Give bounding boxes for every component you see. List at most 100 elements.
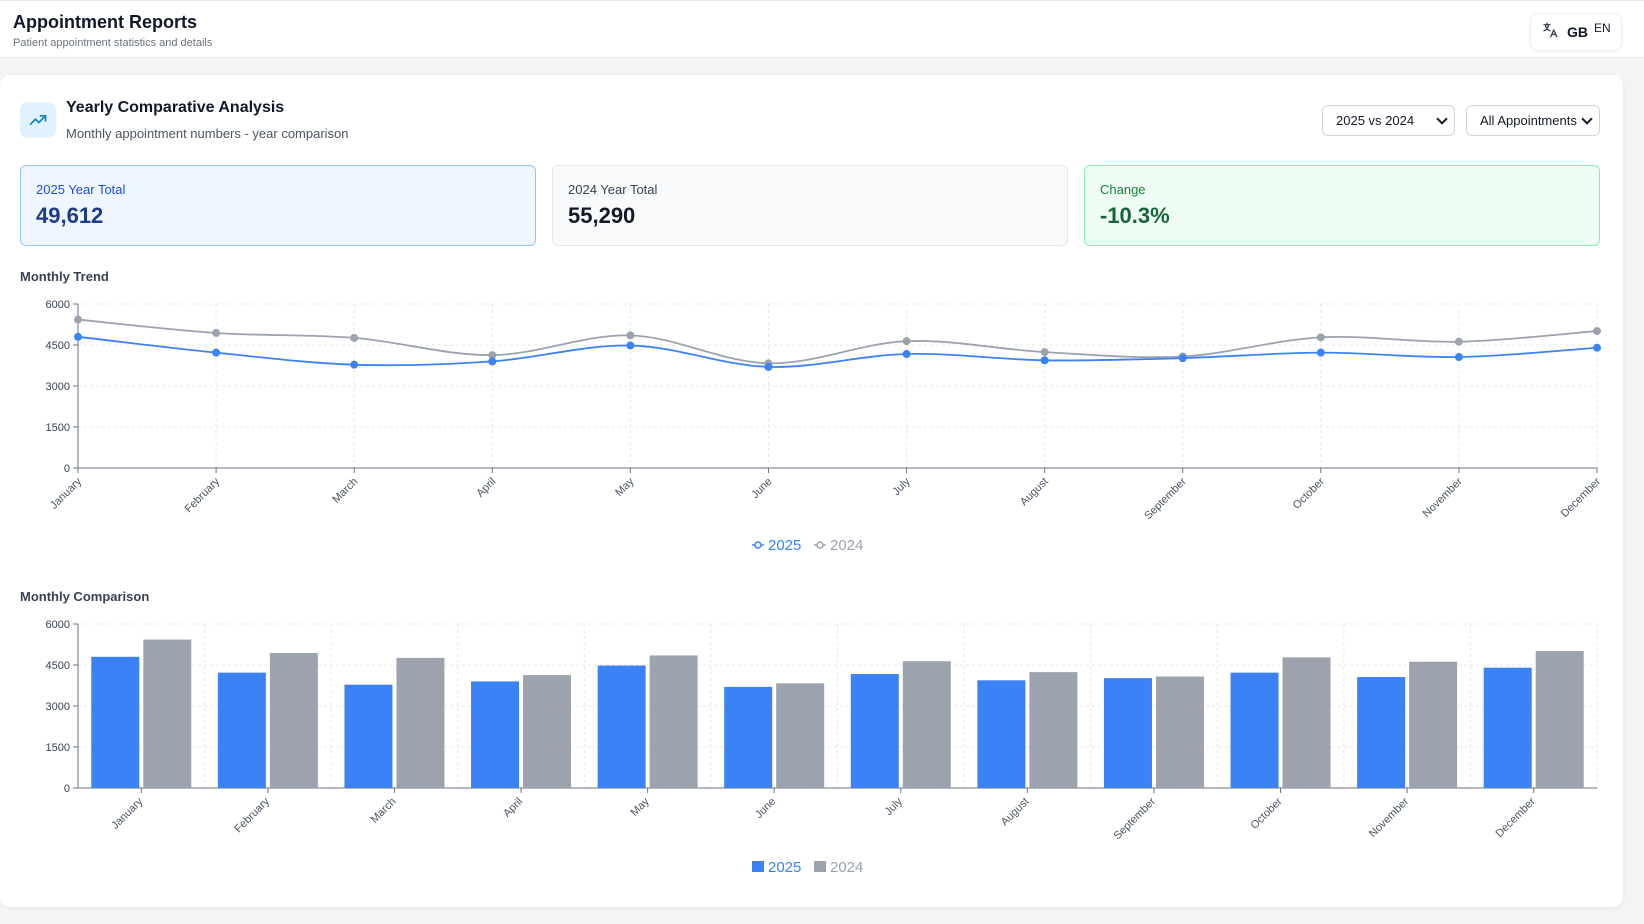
stat-card-2024: 2024 Year Total 55,290 (552, 165, 1068, 246)
bar-2024 (1409, 661, 1458, 788)
data-point-2024 (350, 333, 359, 342)
x-tick-label: February (232, 795, 272, 835)
page-title: Appointment Reports (13, 12, 197, 32)
series-line-2025 (77, 335, 1598, 368)
data-point-2025 (626, 341, 635, 350)
x-tick-label: October (1249, 795, 1285, 831)
data-point-2025 (1178, 354, 1187, 363)
stat-card-change: Change -10.3% (1084, 165, 1600, 246)
trending-up-icon (20, 102, 56, 138)
x-tick-label: December (1493, 795, 1538, 840)
bar-2025 (597, 665, 646, 788)
y-tick-label: 4500 (46, 340, 70, 352)
line-chart-title: Monthly Trend (20, 269, 109, 284)
x-tick-label: October (1291, 475, 1327, 511)
data-point-2024 (1316, 333, 1325, 342)
year-comparison-select[interactable]: 2025 vs 2024 (1322, 105, 1455, 136)
legend-label: 2025 (768, 859, 801, 876)
data-point-2024 (212, 328, 221, 337)
x-tick-label: May (613, 475, 637, 499)
x-tick-label: August (1018, 476, 1051, 509)
analysis-subtitle: Monthly appointment numbers - year compa… (66, 126, 349, 141)
bar-2024 (1029, 672, 1078, 788)
x-tick-label: September (1112, 795, 1159, 842)
language-code: EN (1594, 21, 1611, 35)
x-tick-label: July (883, 795, 906, 818)
stat-label: Change (1100, 182, 1146, 197)
x-tick-label: June (749, 476, 774, 501)
stat-value: -10.3% (1100, 203, 1170, 228)
bar-2024 (523, 675, 572, 788)
data-point-2025 (1593, 343, 1601, 352)
data-point-2025 (1316, 348, 1325, 357)
y-tick-label: 6000 (46, 619, 70, 631)
language-switcher[interactable]: GB EN (1530, 13, 1622, 51)
data-point-2024 (902, 337, 911, 346)
page-subtitle: Patient appointment statistics and detai… (13, 37, 213, 49)
legend-swatch (752, 861, 764, 872)
data-point-2024 (1454, 337, 1463, 346)
bar-2024 (269, 652, 318, 788)
monthly-trend-chart: 0 1500 3000 4500 6000 January February March Apr… (46, 299, 1604, 554)
bar-2024 (649, 655, 698, 788)
bar-2025 (850, 674, 899, 788)
bar-2024 (776, 683, 825, 788)
x-tick-label: July (890, 475, 913, 498)
appointment-type-select[interactable]: All Appointments (1466, 105, 1600, 136)
bar-2024 (1155, 676, 1204, 788)
legend-swatch (814, 861, 826, 872)
legend-swatch (754, 541, 762, 549)
bar-2025 (1483, 667, 1532, 788)
legend-label: 2024 (830, 537, 863, 554)
appointment-type-value: All Appointments (1480, 113, 1577, 128)
data-point-2025 (74, 332, 82, 341)
stat-value: 55,290 (568, 203, 636, 228)
y-tick-label: 4500 (46, 660, 70, 672)
bar-2024 (1535, 651, 1584, 788)
data-point-2025 (902, 350, 911, 359)
y-tick-label: 3000 (46, 381, 70, 393)
bar-2025 (471, 681, 520, 788)
data-point-2024 (1593, 327, 1601, 336)
bar-2024 (396, 657, 445, 788)
x-tick-label: January (109, 795, 146, 832)
x-tick-label: June (753, 796, 778, 821)
x-tick-label: February (183, 475, 223, 515)
bar-2025 (724, 686, 773, 788)
bar-chart-title: Monthly Comparison (20, 589, 150, 604)
y-tick-label: 1500 (46, 422, 70, 434)
bar-2024 (143, 639, 192, 788)
legend-swatch (816, 541, 824, 549)
chevron-down-icon (1436, 113, 1448, 125)
data-point-2025 (212, 348, 221, 357)
bar-2025 (1230, 672, 1279, 788)
yearly-analysis-card: Yearly Comparative Analysis Monthly appo… (0, 75, 1623, 907)
x-tick-label: November (1421, 475, 1466, 520)
data-point-2024 (74, 315, 82, 324)
stat-label: 2024 Year Total (568, 182, 658, 197)
data-point-2025 (350, 360, 359, 369)
legend-label: 2025 (768, 537, 801, 554)
x-tick-label: May (629, 795, 653, 819)
x-tick-label: January (48, 475, 85, 512)
bar-2025 (91, 656, 140, 788)
y-tick-label: 6000 (46, 299, 70, 311)
data-point-2025 (764, 362, 773, 371)
y-tick-label: 3000 (46, 701, 70, 713)
data-point-2024 (626, 331, 635, 340)
x-tick-label: March (330, 476, 360, 506)
x-tick-label: April (501, 796, 525, 820)
stat-label: 2025 Year Total (36, 182, 126, 197)
bar-2025 (1357, 677, 1406, 788)
stat-value: 49,612 (36, 203, 104, 228)
top-bar: Appointment Reports Patient appointment … (0, 0, 1644, 58)
bar-2024 (902, 661, 951, 788)
x-tick-label: August (999, 796, 1032, 829)
monthly-comparison-chart: 0 1500 3000 4500 6000 January February March Apr… (46, 619, 1598, 876)
data-point-2024 (1040, 348, 1049, 357)
x-tick-label: November (1367, 795, 1412, 840)
data-point-2025 (1454, 353, 1463, 362)
translate-icon (1541, 21, 1559, 43)
year-comparison-value: 2025 vs 2024 (1336, 113, 1415, 128)
bar-2025 (977, 680, 1026, 788)
